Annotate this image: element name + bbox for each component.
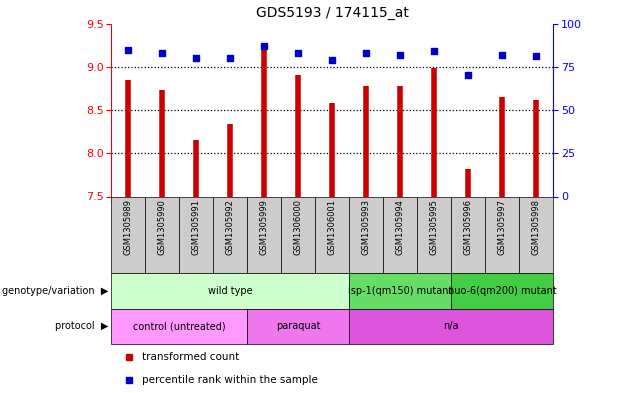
Point: [259, 43, 270, 49]
Point: [395, 51, 405, 58]
Point: [328, 57, 338, 63]
Text: genotype/variation  ▶: genotype/variation ▶: [2, 286, 108, 296]
Bar: [520, 196, 553, 273]
Bar: [111, 273, 349, 309]
Text: GSM1306000: GSM1306000: [294, 199, 303, 255]
Bar: [417, 196, 452, 273]
Bar: [281, 196, 315, 273]
Point: [157, 50, 167, 56]
Text: GSM1305997: GSM1305997: [498, 199, 507, 255]
Text: GSM1306001: GSM1306001: [328, 199, 337, 255]
Bar: [349, 273, 452, 309]
Point: [463, 72, 473, 79]
Text: GSM1305996: GSM1305996: [464, 199, 473, 255]
Bar: [349, 309, 553, 344]
Text: protocol  ▶: protocol ▶: [55, 321, 108, 331]
Point: [361, 50, 371, 56]
Bar: [349, 196, 384, 273]
Point: [191, 55, 202, 61]
Point: [531, 53, 541, 60]
Text: GSM1305994: GSM1305994: [396, 199, 404, 255]
Bar: [315, 196, 349, 273]
Point: [123, 46, 134, 53]
Text: transformed count: transformed count: [142, 353, 240, 362]
Bar: [145, 196, 179, 273]
Bar: [111, 196, 145, 273]
Text: nuo-6(qm200) mutant: nuo-6(qm200) mutant: [448, 286, 556, 296]
Text: GSM1305999: GSM1305999: [260, 199, 269, 255]
Text: wild type: wild type: [208, 286, 252, 296]
Bar: [452, 196, 485, 273]
Text: paraquat: paraquat: [276, 321, 321, 331]
Point: [293, 50, 303, 56]
Title: GDS5193 / 174115_at: GDS5193 / 174115_at: [256, 6, 409, 20]
Point: [429, 48, 439, 54]
Text: isp-1(qm150) mutant: isp-1(qm150) mutant: [348, 286, 452, 296]
Bar: [179, 196, 213, 273]
Text: GSM1305995: GSM1305995: [430, 199, 439, 255]
Text: GSM1305990: GSM1305990: [158, 199, 167, 255]
Bar: [247, 196, 281, 273]
Bar: [452, 273, 553, 309]
Text: n/a: n/a: [443, 321, 459, 331]
Bar: [485, 196, 520, 273]
Bar: [111, 309, 247, 344]
Bar: [213, 196, 247, 273]
Point: [225, 55, 235, 61]
Text: GSM1305992: GSM1305992: [226, 199, 235, 255]
Text: control (untreated): control (untreated): [133, 321, 226, 331]
Bar: [247, 309, 349, 344]
Text: GSM1305989: GSM1305989: [124, 199, 133, 255]
Text: GSM1305991: GSM1305991: [192, 199, 201, 255]
Text: GSM1305993: GSM1305993: [362, 199, 371, 255]
Text: GSM1305998: GSM1305998: [532, 199, 541, 255]
Bar: [384, 196, 417, 273]
Text: percentile rank within the sample: percentile rank within the sample: [142, 375, 318, 385]
Point: [497, 51, 508, 58]
